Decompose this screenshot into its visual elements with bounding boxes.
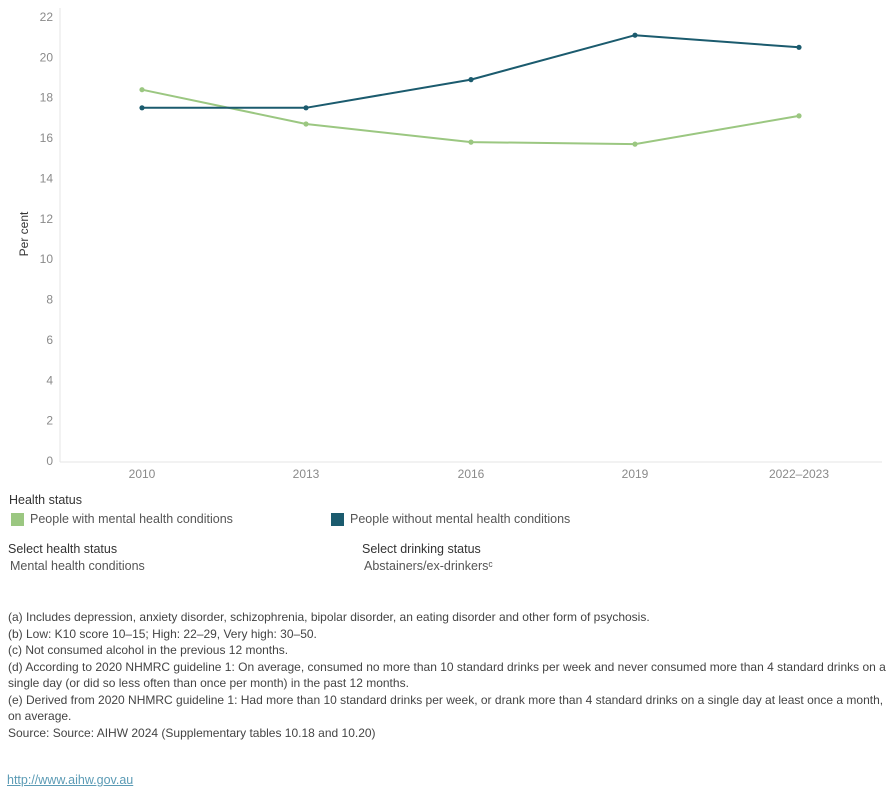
legend-item-with-mental-health-conditions[interactable]: People with mental health conditions bbox=[11, 511, 233, 527]
data-point bbox=[632, 32, 638, 38]
footnote: (e) Derived from 2020 NHMRC guideline 1:… bbox=[8, 692, 884, 724]
data-point bbox=[139, 87, 145, 93]
y-axis-title: Per cent bbox=[17, 211, 31, 256]
y-tick-label: 4 bbox=[46, 373, 53, 387]
legend-title: Health status bbox=[9, 493, 82, 507]
data-point bbox=[632, 141, 638, 147]
health-status-select[interactable]: Mental health conditions bbox=[10, 559, 145, 573]
y-tick-label: 16 bbox=[40, 131, 54, 145]
y-tick-label: 8 bbox=[46, 293, 53, 307]
footnote: (b) Low: K10 score 10–15; High: 22–29, V… bbox=[8, 626, 317, 641]
y-axis: 0 2 4 6 8 10 12 14 16 18 20 22 bbox=[40, 8, 61, 468]
y-tick-label: 0 bbox=[46, 454, 53, 468]
data-point bbox=[796, 113, 802, 119]
footnote: (a) Includes depression, anxiety disorde… bbox=[8, 610, 650, 624]
y-tick-label: 2 bbox=[46, 414, 53, 428]
series-line bbox=[141, 34, 800, 109]
x-tick-label: 2013 bbox=[293, 467, 320, 481]
legend-swatch bbox=[11, 512, 24, 526]
x-tick-label: 2016 bbox=[458, 467, 485, 481]
series-layer bbox=[139, 32, 802, 147]
data-point bbox=[139, 105, 145, 111]
line-chart: 0 2 4 6 8 10 12 14 16 18 20 22 2010 2013 2016 2019 2022… bbox=[17, 8, 882, 481]
x-tick-label: 2022–2023 bbox=[769, 467, 829, 481]
legend-item-without-mental-health-conditions[interactable]: People without mental health conditions bbox=[331, 511, 570, 527]
filter-label: Select health status bbox=[8, 542, 118, 556]
data-point bbox=[468, 139, 474, 145]
x-axis: 2010 2013 2016 2019 2022–2023 bbox=[60, 461, 882, 481]
data-point bbox=[303, 105, 309, 111]
footnote: (c) Not consumed alcohol in the previous… bbox=[8, 643, 289, 657]
data-point bbox=[796, 44, 802, 50]
y-tick-label: 12 bbox=[40, 212, 54, 226]
footnote: (d) According to 2020 NHMRC guideline 1:… bbox=[8, 659, 886, 691]
y-tick-label: 22 bbox=[40, 10, 54, 24]
legend-label: People without mental health conditions bbox=[350, 512, 571, 526]
y-tick-label: 20 bbox=[40, 50, 54, 64]
aihw-link[interactable]: http://www.aihw.gov.au bbox=[7, 773, 134, 787]
y-tick-label: 6 bbox=[46, 333, 53, 347]
legend-label: People with mental health conditions bbox=[30, 512, 233, 526]
footnotes: (a) Includes depression, anxiety disorde… bbox=[8, 609, 886, 741]
data-point bbox=[468, 77, 474, 83]
series-line bbox=[141, 88, 800, 146]
y-tick-label: 10 bbox=[40, 252, 54, 266]
y-tick-label: 14 bbox=[40, 171, 54, 185]
data-point bbox=[303, 121, 309, 127]
legend-swatch bbox=[331, 512, 344, 526]
x-tick-label: 2019 bbox=[622, 467, 649, 481]
drinking-status-select[interactable]: Abstainers/ex-drinkersᶜ bbox=[364, 559, 493, 573]
x-tick-label: 2010 bbox=[129, 467, 156, 481]
drinking-status-filter: Select drinking status Abstainers/ex-dri… bbox=[362, 542, 662, 573]
source-note: Source: Source: AIHW 2024 (Supplementary… bbox=[8, 725, 376, 740]
y-tick-label: 18 bbox=[40, 91, 54, 105]
filter-label: Select drinking status bbox=[362, 542, 481, 556]
health-status-filter: Select health status Mental health condi… bbox=[8, 542, 308, 573]
